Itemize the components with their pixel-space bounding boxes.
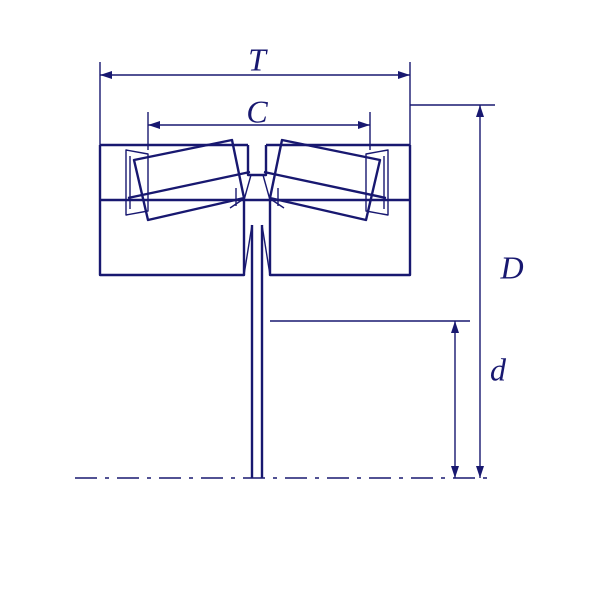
dim-label-T: T	[248, 42, 266, 79]
dim-label-C: C	[246, 94, 267, 131]
dim-label-D: D	[500, 250, 523, 287]
dim-label-d: d	[490, 352, 506, 389]
bearing-cross-section-diagram	[0, 0, 600, 600]
diagram-stage: T C D d	[0, 0, 600, 600]
